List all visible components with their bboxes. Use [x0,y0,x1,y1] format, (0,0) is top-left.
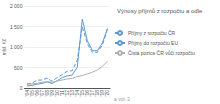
svg-text:'15: '15 [79,90,86,97]
svg-text:Příjmy z rozpočtu ČR: Příjmy z rozpočtu ČR [128,30,176,36]
svg-text:'10: '10 [54,90,61,97]
svg-text:Výnosy příjmů z rozpočtu a odl: Výnosy příjmů z rozpočtu a odle [117,8,203,14]
svg-text:'14: '14 [74,90,81,97]
svg-text:500: 500 [14,65,23,71]
svg-text:'07: '07 [39,90,45,97]
svg-text:1 500: 1 500 [10,24,23,30]
svg-text:'05: '05 [29,90,35,97]
svg-text:'12: '12 [64,90,71,97]
svg-text:'04: '04 [23,90,30,97]
svg-text:'20: '20 [104,90,110,97]
svg-text:'18: '18 [94,90,101,97]
svg-text:2 000: 2 000 [10,3,23,9]
svg-text:'13: '13 [69,90,76,97]
svg-text:1 000: 1 000 [10,44,23,50]
svg-text:'16: '16 [84,90,91,97]
svg-text:'17: '17 [89,90,96,97]
svg-text:'19: '19 [99,90,106,97]
svg-text:'11: '11 [59,90,66,97]
svg-text:0: 0 [20,85,23,91]
svg-text:mld. Kč: mld. Kč [1,38,7,55]
svg-text:'08: '08 [44,90,51,97]
svg-text:Příjmy do rozpočtu EU: Příjmy do rozpočtu EU [128,40,178,46]
svg-text:Čistá pozice ČR vůči rozpočtu: Čistá pozice ČR vůči rozpočtu [128,50,195,56]
svg-text:'06: '06 [34,90,40,97]
svg-text:'09: '09 [49,90,56,97]
svg-text:a vol. 2: a vol. 2 [114,96,130,102]
